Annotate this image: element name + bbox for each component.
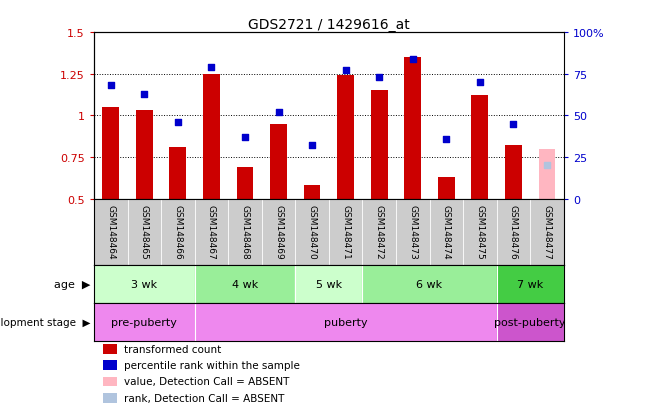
- Point: [508, 121, 518, 128]
- Text: 7 wk: 7 wk: [517, 279, 543, 290]
- Point: [240, 135, 250, 141]
- Bar: [463, 199, 496, 266]
- Text: GSM148472: GSM148472: [375, 204, 384, 259]
- Bar: [530, 199, 564, 266]
- Point: [139, 91, 150, 98]
- Bar: [496, 266, 564, 303]
- Text: GSM148468: GSM148468: [240, 204, 249, 259]
- Bar: [304, 186, 321, 199]
- Bar: [396, 199, 430, 266]
- Bar: [102, 108, 119, 199]
- Text: GSM148473: GSM148473: [408, 204, 417, 259]
- Bar: [337, 76, 354, 199]
- Text: GSM148465: GSM148465: [140, 204, 149, 259]
- Text: 5 wk: 5 wk: [316, 279, 342, 290]
- Text: GSM148474: GSM148474: [442, 204, 451, 259]
- Bar: [438, 178, 455, 199]
- Text: development stage  ▶: development stage ▶: [0, 317, 91, 327]
- Point: [340, 68, 351, 75]
- Text: rank, Detection Call = ABSENT: rank, Detection Call = ABSENT: [124, 393, 285, 403]
- Text: 6 wk: 6 wk: [417, 279, 443, 290]
- Bar: [136, 111, 153, 199]
- Point: [307, 143, 318, 150]
- Bar: [103, 344, 117, 354]
- Bar: [270, 124, 287, 199]
- Bar: [430, 199, 463, 266]
- Bar: [94, 199, 128, 266]
- Bar: [362, 266, 496, 303]
- Text: 4 wk: 4 wk: [232, 279, 258, 290]
- Bar: [505, 146, 522, 199]
- Text: GSM148464: GSM148464: [106, 204, 115, 259]
- Point: [408, 56, 418, 63]
- Text: GSM148467: GSM148467: [207, 204, 216, 259]
- Bar: [404, 58, 421, 199]
- Point: [475, 80, 485, 86]
- Point: [374, 75, 384, 81]
- Point: [206, 65, 216, 71]
- Bar: [295, 199, 329, 266]
- Bar: [362, 199, 396, 266]
- Text: percentile rank within the sample: percentile rank within the sample: [124, 361, 301, 370]
- Bar: [203, 75, 220, 199]
- Bar: [295, 266, 362, 303]
- Bar: [170, 148, 186, 199]
- Point: [106, 83, 116, 90]
- Point: [441, 136, 452, 143]
- Text: post-puberty: post-puberty: [494, 317, 566, 327]
- Bar: [194, 303, 496, 341]
- Text: value, Detection Call = ABSENT: value, Detection Call = ABSENT: [124, 377, 290, 387]
- Bar: [329, 199, 362, 266]
- Bar: [103, 393, 117, 403]
- Bar: [496, 303, 564, 341]
- Bar: [94, 266, 194, 303]
- Title: GDS2721 / 1429616_at: GDS2721 / 1429616_at: [248, 18, 410, 32]
- Text: GSM148469: GSM148469: [274, 204, 283, 259]
- Text: GSM148466: GSM148466: [174, 204, 182, 259]
- Text: GSM148476: GSM148476: [509, 204, 518, 259]
- Point: [273, 109, 284, 116]
- Text: GSM148477: GSM148477: [542, 204, 551, 259]
- Bar: [472, 96, 488, 199]
- Bar: [194, 199, 228, 266]
- Text: transformed count: transformed count: [124, 344, 222, 354]
- Bar: [161, 199, 194, 266]
- Bar: [237, 168, 253, 199]
- Bar: [538, 150, 555, 199]
- Bar: [194, 266, 295, 303]
- Bar: [94, 303, 194, 341]
- Text: puberty: puberty: [324, 317, 367, 327]
- Bar: [103, 377, 117, 387]
- Bar: [262, 199, 295, 266]
- Point: [542, 163, 552, 169]
- Text: 3 wk: 3 wk: [132, 279, 157, 290]
- Text: GSM148471: GSM148471: [341, 204, 350, 259]
- Bar: [371, 91, 388, 199]
- Bar: [103, 361, 117, 370]
- Text: pre-puberty: pre-puberty: [111, 317, 178, 327]
- Text: GSM148475: GSM148475: [476, 204, 484, 259]
- Point: [172, 119, 183, 126]
- Bar: [128, 199, 161, 266]
- Bar: [496, 199, 530, 266]
- Text: age  ▶: age ▶: [54, 279, 91, 290]
- Bar: [228, 199, 262, 266]
- Text: GSM148470: GSM148470: [308, 204, 317, 259]
